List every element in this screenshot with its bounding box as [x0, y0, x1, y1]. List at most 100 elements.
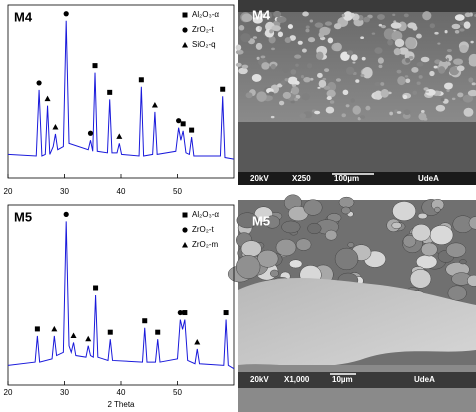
grain	[420, 56, 430, 63]
grain	[404, 75, 409, 78]
grain	[294, 97, 299, 102]
grain	[411, 223, 431, 242]
grain	[416, 33, 422, 39]
grain	[240, 240, 262, 258]
peak-marker	[142, 318, 148, 324]
grain	[238, 67, 248, 75]
grain	[468, 77, 474, 83]
peak-marker	[92, 63, 98, 69]
grain	[236, 212, 259, 229]
grain	[355, 79, 360, 83]
grain	[346, 50, 354, 56]
grain	[380, 88, 389, 98]
peak-marker	[194, 339, 201, 345]
peak-marker	[107, 89, 113, 95]
grain	[440, 57, 448, 62]
grain	[319, 26, 331, 36]
grain	[300, 75, 304, 79]
peak-marker	[182, 310, 188, 316]
grain	[295, 238, 312, 251]
grain	[309, 19, 314, 23]
grain	[256, 56, 260, 60]
grain	[294, 54, 302, 59]
legend-label: Al₂O₃-α	[192, 10, 219, 19]
grain	[407, 22, 417, 29]
grain	[380, 82, 385, 86]
grain	[290, 69, 297, 75]
chart-label: M5	[14, 209, 32, 224]
grain	[433, 65, 438, 69]
grain	[440, 97, 445, 102]
peak-marker	[52, 123, 59, 130]
x-tick-label: 30	[60, 187, 69, 196]
grain	[260, 55, 266, 59]
grain	[301, 48, 307, 53]
grain	[322, 77, 327, 81]
legend-label: ZrO₂-t	[192, 225, 215, 234]
grain	[252, 36, 258, 39]
grain	[350, 54, 358, 61]
grain	[444, 30, 448, 34]
grain	[365, 105, 371, 111]
sem-large-grain	[238, 278, 476, 367]
x-tick-label: 30	[60, 388, 69, 397]
grain	[352, 105, 361, 115]
grain	[464, 12, 471, 18]
grain	[341, 13, 345, 18]
grain	[418, 112, 427, 121]
peak-marker	[151, 101, 158, 108]
grain	[471, 82, 476, 86]
grain	[256, 91, 267, 102]
grain	[409, 269, 432, 289]
grain	[269, 29, 274, 34]
grain	[443, 82, 453, 90]
sem-label: M4	[252, 7, 271, 22]
grain	[271, 47, 275, 51]
grain	[374, 47, 383, 54]
grain	[278, 100, 285, 106]
grain	[333, 23, 342, 30]
grain	[380, 25, 386, 29]
grain	[241, 64, 249, 69]
peak-marker	[107, 329, 113, 335]
grain	[449, 66, 460, 76]
grain	[429, 70, 435, 77]
grain	[252, 16, 263, 24]
grain	[457, 92, 464, 98]
grain	[378, 64, 383, 69]
peak-marker	[70, 332, 77, 338]
grain	[408, 55, 414, 60]
grain	[329, 100, 335, 104]
grain	[360, 36, 365, 40]
grain	[396, 111, 402, 114]
grain	[396, 69, 402, 74]
grain	[327, 37, 334, 44]
grain	[454, 14, 465, 21]
grain	[438, 66, 446, 74]
legend-symbol	[182, 27, 188, 33]
grain	[325, 106, 335, 114]
grain	[361, 56, 366, 61]
grain	[335, 78, 341, 82]
grain	[334, 247, 359, 271]
legend-label: ZrO₂-t	[192, 25, 215, 34]
grain	[403, 13, 409, 18]
grain	[257, 249, 279, 268]
grain	[468, 53, 476, 65]
grain	[314, 110, 321, 115]
grain	[411, 67, 419, 73]
sem-voltage: 20kV	[250, 174, 269, 183]
grain	[235, 49, 244, 55]
peak-marker	[177, 309, 183, 316]
grain	[268, 91, 275, 96]
xrd-line	[7, 20, 235, 160]
peak-marker	[63, 11, 69, 17]
peak-marker	[93, 285, 99, 291]
grain	[276, 16, 287, 23]
grain	[378, 23, 383, 27]
grain	[327, 81, 337, 92]
grain	[435, 104, 446, 112]
grain	[284, 37, 292, 44]
sem-info-bar	[238, 372, 476, 388]
x-axis-label: 2 Theta	[108, 400, 136, 409]
